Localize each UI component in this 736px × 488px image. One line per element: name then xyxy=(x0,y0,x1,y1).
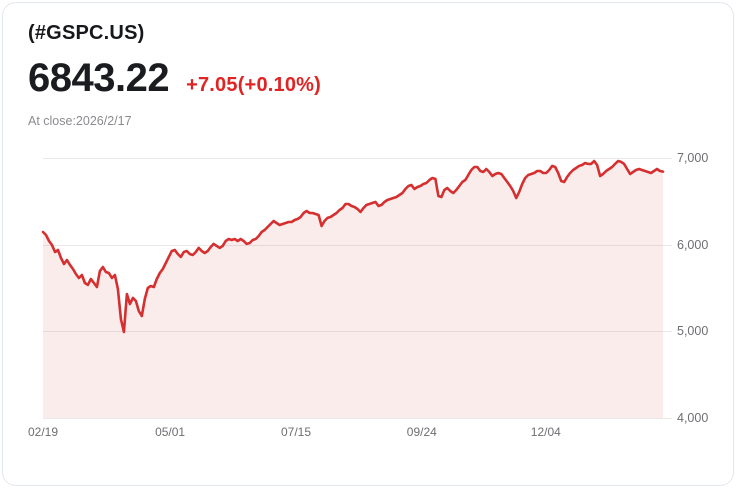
y-tick-label: 5,000 xyxy=(677,324,709,339)
x-tick-label: 09/24 xyxy=(406,425,437,439)
x-tick-label: 12/04 xyxy=(530,425,561,439)
area-fill xyxy=(43,161,663,418)
close-timestamp: At close:2026/2/17 xyxy=(28,114,132,128)
gridline-4,000 xyxy=(43,418,672,419)
price-chart[interactable]: 7,000 6,000 5,000 4,000 02/19 05/01 07/15 09/2… xyxy=(28,146,708,439)
y-tick-label: 4,000 xyxy=(677,411,709,425)
x-tick-label: 07/15 xyxy=(280,425,312,439)
last-price: 6843.22 xyxy=(28,56,170,100)
symbol-title: (#GSPC.US) xyxy=(28,22,145,44)
gridline-7,000 xyxy=(43,158,672,159)
y-tick-label: 7,000 xyxy=(677,151,709,165)
price-line xyxy=(41,159,665,334)
x-tick-label: 02/19 xyxy=(27,425,59,439)
price-row: 6843.22 +7.05(+0.10%) xyxy=(28,58,321,98)
area-chart-svg[interactable] xyxy=(41,146,665,418)
price-change: +7.05(+0.10%) xyxy=(186,74,322,96)
gridline-6,000 xyxy=(43,244,672,246)
gridline-5,000 xyxy=(43,331,672,333)
y-tick-label: 6,000 xyxy=(677,237,709,252)
x-tick-label: 05/01 xyxy=(155,425,186,439)
